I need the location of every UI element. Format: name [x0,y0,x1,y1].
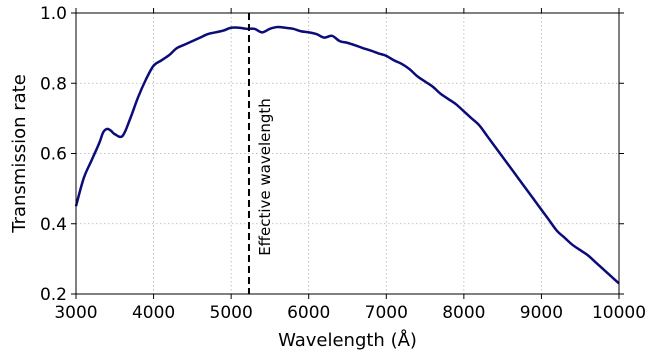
x-tick-label: 10000 [592,303,646,323]
series-layer [74,25,620,285]
x-tick-label: 9000 [520,303,563,323]
y-tick-label: 1.0 [40,4,67,24]
x-tick-label: 4000 [132,303,175,323]
transmission-curve [74,25,620,285]
ticks: 3000 4000 5000 6000 7000 8000 9000 10000 0.2 0.4 0… [40,4,646,323]
y-axis-label: Transmission rate [9,74,30,234]
grid-lines [75,12,620,295]
x-tick-label: 8000 [442,303,485,323]
x-tick-label: 7000 [365,303,408,323]
x-tick-label: 6000 [287,303,330,323]
effective-wavelength-label: Effective wavelength [256,98,274,256]
y-tick-label: 0.6 [40,145,67,165]
y-tick-label: 0.4 [40,215,67,235]
effective-wavelength-layer: Effective wavelength [247,13,274,294]
y-tick-label: 0.2 [40,285,67,305]
x-axis-label: Wavelength (Å) [278,329,417,351]
x-tick-label: 5000 [210,303,253,323]
x-tick-label: 3000 [54,303,97,323]
y-tick-label: 0.8 [40,74,67,94]
